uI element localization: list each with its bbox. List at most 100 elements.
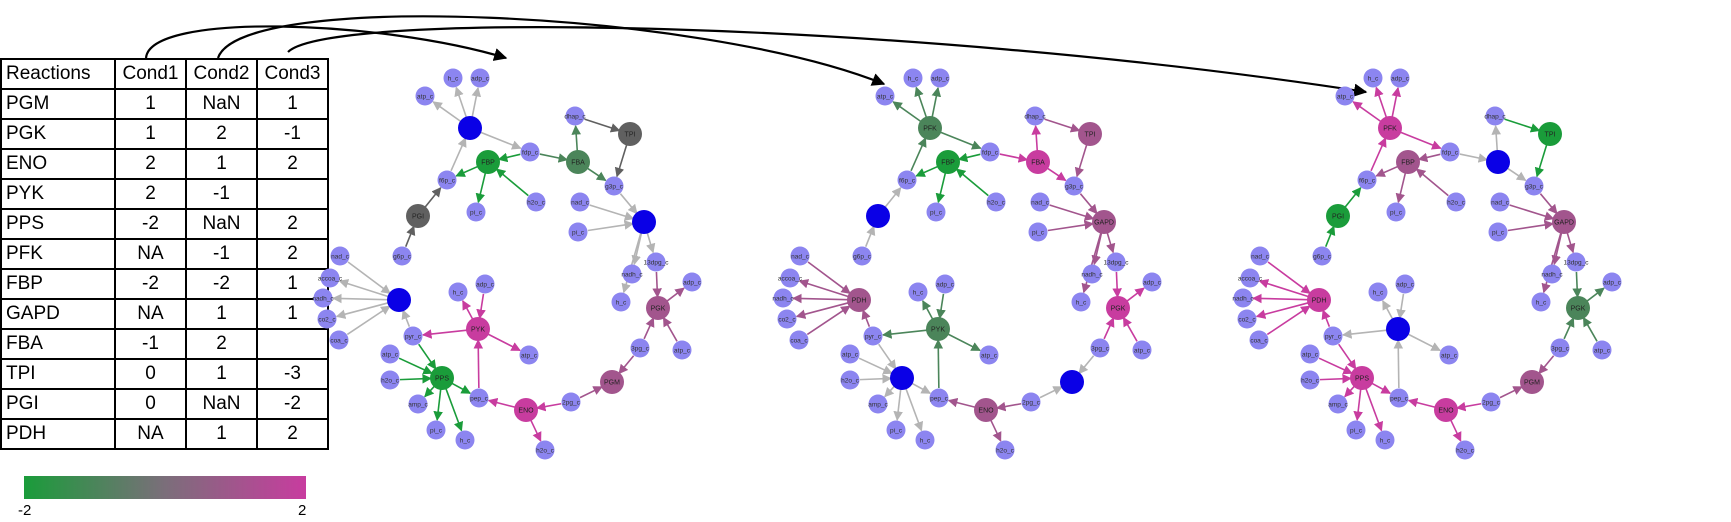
metabolite-label: amp_c <box>408 402 428 409</box>
reaction-edge <box>1255 302 1309 319</box>
metabolite-node: pi_c <box>466 202 486 222</box>
cond-value-cell: -1 <box>185 238 258 270</box>
metabolite-node: atp_c <box>415 86 435 106</box>
reaction-edge <box>614 144 628 178</box>
reaction-edge <box>1586 287 1605 302</box>
cond-value-cell: -3 <box>256 358 329 390</box>
metabolite-node: pi_c <box>1346 420 1366 440</box>
metabolite-label: atp_c <box>981 353 998 360</box>
metabolite-label: pyr_c <box>865 334 882 341</box>
reaction-edge <box>1074 144 1088 178</box>
reaction-node: PPS <box>1350 366 1374 390</box>
metabolite-label: co2_c <box>318 317 336 324</box>
metabolite-label: accoa_c <box>778 276 803 283</box>
reaction-edge <box>861 309 871 327</box>
reaction-edge <box>1252 293 1309 304</box>
metabolite-label: h_c <box>1536 300 1547 307</box>
metabolite-label: nad_c <box>1491 200 1509 207</box>
reaction-edge <box>955 168 989 197</box>
reaction-table: Reactions Cond1 Cond2 Cond3 PGM 1 NaN 1 PGK 1… <box>0 58 329 450</box>
metabolite-label: atp_c <box>674 348 691 355</box>
reaction-edge <box>1266 305 1311 336</box>
metabolite-node: accoa_c <box>778 268 803 288</box>
metabolite-label: g3p_c <box>1065 184 1083 191</box>
reaction-edge <box>1031 125 1042 152</box>
reaction-node: PGI <box>406 204 430 228</box>
metabolite-label: dhap_c <box>1484 114 1506 121</box>
reaction-label: PPS <box>435 376 449 383</box>
metabolite-label: nadh_c <box>1541 272 1563 279</box>
metabolite-node: nad_c <box>570 192 590 212</box>
metabolite-label: h2o_c <box>381 378 399 385</box>
metabolite-node: g3p_c <box>1524 176 1544 196</box>
metabolite-node: f6p_c <box>897 170 917 190</box>
reaction-edge <box>1324 225 1336 248</box>
metabolite-label: pi_c <box>930 210 943 217</box>
metabolite-node: adp_c <box>930 68 950 88</box>
reaction-edge <box>335 302 389 319</box>
metabolite-label: atp_c <box>1594 348 1611 355</box>
metabolite-node: h_c <box>611 292 631 312</box>
metabolite-node: coa_c <box>329 330 349 350</box>
metabolite-node: pi_c <box>568 222 588 242</box>
metabolite-label: 2pg_c <box>1022 400 1040 407</box>
metabolite-label: nad_c <box>331 254 349 261</box>
metabolite-node: fdp_c <box>1440 142 1460 162</box>
reaction-node: PDH <box>1307 288 1331 312</box>
metabolite-node: 2pg_c <box>561 392 581 412</box>
reaction-edge <box>864 225 876 248</box>
reaction-edge <box>1572 271 1582 298</box>
metabolite-label: f6p_c <box>899 178 916 185</box>
reaction-node: PGM <box>600 370 624 394</box>
reaction-label: PDH <box>1312 298 1327 305</box>
metabolite-node: h2o_c <box>526 192 546 212</box>
metabolite-label: adp_c <box>476 282 494 289</box>
metabolite-label: pep_c <box>1390 396 1408 403</box>
reaction-label: PGM <box>1524 380 1540 387</box>
metabolite-node: h2o_c <box>1455 440 1475 460</box>
metabolite-node: h_c <box>1375 430 1395 450</box>
reaction-label: FBA <box>571 160 585 167</box>
metabolite-node: h2o_c <box>1300 370 1320 390</box>
metabolite-label: adp_c <box>936 282 954 289</box>
metabolite-label: h2o_c <box>536 448 554 455</box>
reaction-edge <box>652 271 662 298</box>
reaction-edge <box>332 293 389 304</box>
reaction-label: PYK <box>931 327 945 334</box>
metabolite-label: 3pg_c <box>631 346 649 353</box>
cond-value-cell: 2 <box>114 148 187 180</box>
cond-value-cell: 1 <box>185 418 258 450</box>
reaction-node: TPI <box>1078 122 1102 146</box>
header-cond2: Cond2 <box>185 58 258 90</box>
reaction-edge <box>1509 204 1555 221</box>
colorbar <box>24 476 306 499</box>
table-row: PFK NA -1 2 <box>0 238 329 270</box>
table-row: PGK 1 2 -1 <box>0 118 329 150</box>
reaction-edge <box>859 373 892 384</box>
metabolite-label: g6p_c <box>1313 254 1331 261</box>
reaction-label: FBP <box>481 160 495 167</box>
cond-value-cell: 2 <box>256 418 329 450</box>
metabolite-label: atp_c <box>1134 348 1151 355</box>
metabolite-label: coa_c <box>1250 338 1268 345</box>
metabolite-node: coa_c <box>1249 330 1269 350</box>
reaction-node: TPI <box>1538 122 1562 146</box>
metabolite-node: h_c <box>915 430 935 450</box>
cond-value-cell <box>256 178 329 210</box>
reaction-edge <box>1407 333 1441 352</box>
reaction-edge <box>1353 388 1363 422</box>
reaction-edge <box>1122 316 1138 342</box>
reaction-edge <box>445 388 464 432</box>
metabolite-label: pyr_c <box>405 334 422 341</box>
metabolite-label: h_c <box>1380 438 1391 445</box>
reaction-edge <box>346 305 391 336</box>
cond-value-cell: NA <box>114 418 187 450</box>
cond-value-cell: 2 <box>256 238 329 270</box>
reaction-edge <box>910 137 927 172</box>
metabolite-node: atp_c <box>1335 86 1355 106</box>
reaction-edge <box>418 343 437 370</box>
reaction-edge <box>905 388 924 432</box>
metabolite-label: h2o_c <box>987 200 1005 207</box>
metabolite-node: dhap_c <box>1024 106 1046 126</box>
reaction-label: FBP <box>941 160 955 167</box>
